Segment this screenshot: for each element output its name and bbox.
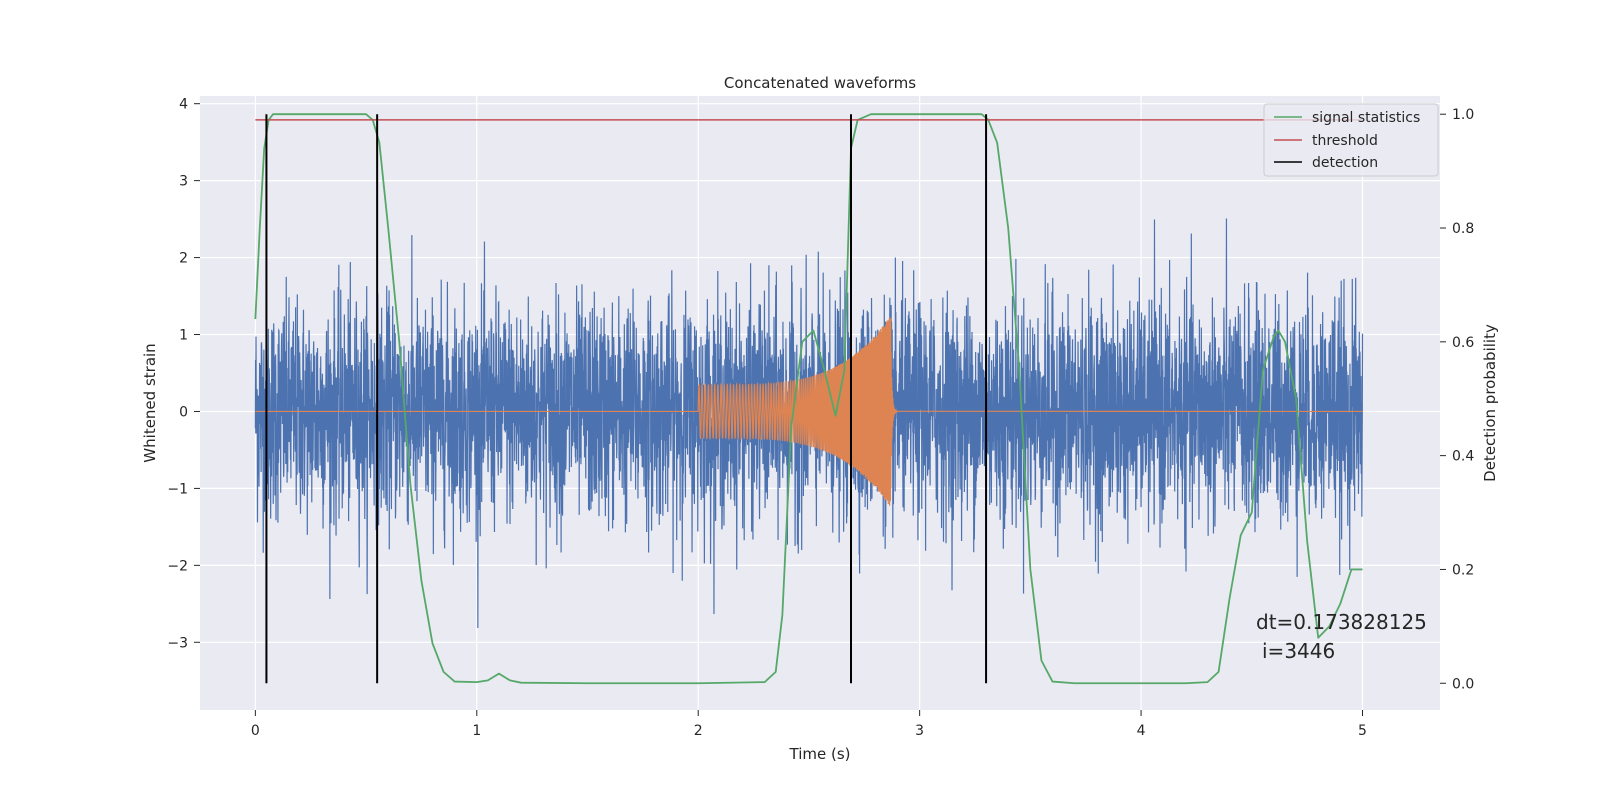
y-right-tick-label: 0.8 (1452, 221, 1474, 237)
y-tick-label: −2 (167, 558, 188, 574)
y-tick-label: 3 (179, 174, 188, 190)
series-chirp-line (255, 317, 1363, 506)
legend-label-threshold: threshold (1312, 133, 1378, 149)
chart-title: Concatenated waveforms (724, 74, 916, 92)
y-right-tick-label: 0.0 (1452, 676, 1474, 692)
y-tick-label: −3 (167, 635, 188, 651)
y-right-tick-label: 0.4 (1452, 449, 1474, 465)
series-signal-statistics-line (254, 113, 1363, 685)
x-tick-label: 1 (472, 723, 481, 739)
y-axis-label: Whitened strain (141, 343, 159, 462)
y-right-tick-label: 0.2 (1452, 562, 1474, 578)
axes: 0 1 2 3 4 5 −3 −2 −1 0 1 2 3 4 0.0 0.2 0.4 0.6 0.8 1.0 (167, 97, 1474, 739)
y-right-tick-label: 1.0 (1452, 107, 1474, 123)
y-tick-label: 1 (179, 328, 188, 344)
x-tick-label: 4 (1137, 723, 1146, 739)
x-axis-label: Time (s) (789, 745, 851, 763)
legend-label-detection: detection (1312, 155, 1378, 171)
legend-box (1263, 103, 1439, 177)
annotation-dt: dt=0.173828125 (1256, 610, 1427, 634)
annotation: dt=0.173828125 i=3446 (1256, 610, 1427, 663)
x-tick-label: 3 (915, 723, 924, 739)
legend-label-signal-statistics: signal statistics (1312, 110, 1420, 126)
x-tick-label: 2 (694, 723, 703, 739)
y-tick-label: 0 (179, 404, 188, 420)
plot-area (254, 113, 1364, 685)
y-tick-label: 2 (179, 251, 188, 267)
y-tick-label: −1 (167, 481, 188, 497)
y-right-tick-label: 0.6 (1452, 335, 1474, 351)
x-tick-label: 5 (1358, 723, 1367, 739)
legend: signal statistics threshold detection (1263, 103, 1439, 177)
annotation-i: i=3446 (1262, 639, 1335, 663)
y-tick-label: 4 (179, 97, 188, 113)
x-tick-label: 0 (251, 723, 260, 739)
y-axis-right-label: Detection probability (1481, 324, 1499, 482)
